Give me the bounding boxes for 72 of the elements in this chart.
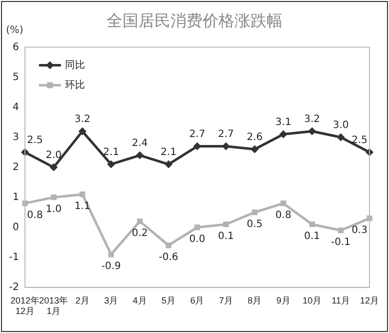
data-label: 3.2 <box>304 114 320 125</box>
x-tick-label: 2013年 1月 <box>39 295 68 316</box>
data-label: 2.5 <box>352 134 368 146</box>
point <box>78 127 86 136</box>
data-label: 2.4 <box>132 138 148 149</box>
point <box>80 191 86 198</box>
y-tick-label: 5 <box>12 72 19 83</box>
data-label: 2.0 <box>46 150 62 161</box>
x-tick-label: 6月 <box>190 295 204 306</box>
data-label: 0.3 <box>352 224 368 236</box>
point <box>166 242 172 248</box>
data-label: 0.8 <box>26 210 43 221</box>
y-tick-label: 3 <box>12 132 19 143</box>
data-label: 0.0 <box>189 234 206 245</box>
data-label: -0.1 <box>331 236 351 248</box>
point <box>252 210 258 216</box>
data-label: 0.1 <box>304 230 320 242</box>
data-label: 0.5 <box>246 218 263 230</box>
data-label: 0.1 <box>218 230 234 242</box>
data-label: 1.0 <box>46 204 62 215</box>
data-label: 0.2 <box>132 228 148 239</box>
data-label: 3.0 <box>332 120 349 131</box>
point <box>309 222 315 228</box>
point <box>50 163 58 172</box>
x-tick-label: 2月 <box>75 295 90 306</box>
y-tick-label: 6 <box>12 42 19 53</box>
x-tick-label: 2012年 12月 <box>10 295 40 316</box>
data-label: 2.1 <box>160 146 176 158</box>
y-tick-label: 0 <box>12 222 19 233</box>
data-label: 2.1 <box>103 146 120 158</box>
point <box>194 224 200 230</box>
point <box>136 151 144 160</box>
x-tick-label: 10月 <box>302 295 322 306</box>
x-tick-label: 9月 <box>276 295 290 306</box>
legend-label: 同比 <box>64 58 85 71</box>
x-tick-label: 8月 <box>248 295 262 306</box>
data-label: -0.9 <box>101 260 121 272</box>
y-tick-label: 4 <box>12 102 19 113</box>
x-tick-label: 3月 <box>104 295 118 306</box>
data-label: 3.2 <box>74 114 90 125</box>
x-tick-label: 11月 <box>332 295 350 306</box>
x-tick-label: 5月 <box>162 295 176 306</box>
point <box>338 228 344 234</box>
data-label: 1.1 <box>74 200 90 212</box>
x-tick-label: 7月 <box>218 295 233 306</box>
point <box>280 200 286 206</box>
data-label: 0.8 <box>275 210 292 221</box>
x-tick-label: 12月 <box>360 295 379 306</box>
point <box>50 194 57 200</box>
y-tick-label: 2 <box>12 162 19 173</box>
data-label: -0.6 <box>158 252 178 263</box>
x-tick-label: 4月 <box>132 295 147 306</box>
data-label: 2.7 <box>189 128 206 140</box>
point <box>107 160 116 168</box>
point <box>136 218 143 224</box>
chart-title: 全国居民消费价格涨跌幅 <box>106 10 282 30</box>
point <box>164 160 173 168</box>
data-label: 2.5 <box>26 134 43 146</box>
point <box>336 133 345 142</box>
y-tick-label: 1 <box>12 192 19 203</box>
point <box>108 252 114 258</box>
point <box>308 127 316 136</box>
point <box>279 130 288 138</box>
legend-label: 环比 <box>64 78 85 91</box>
y-axis-title: (%) <box>6 24 24 36</box>
data-label: 3.1 <box>275 116 292 128</box>
point <box>223 222 229 228</box>
data-label: 2.7 <box>218 128 234 140</box>
point <box>250 145 259 154</box>
y-tick-label: -2 <box>8 282 19 293</box>
y-tick-label: -1 <box>8 252 19 263</box>
data-label: 2.6 <box>246 132 263 143</box>
